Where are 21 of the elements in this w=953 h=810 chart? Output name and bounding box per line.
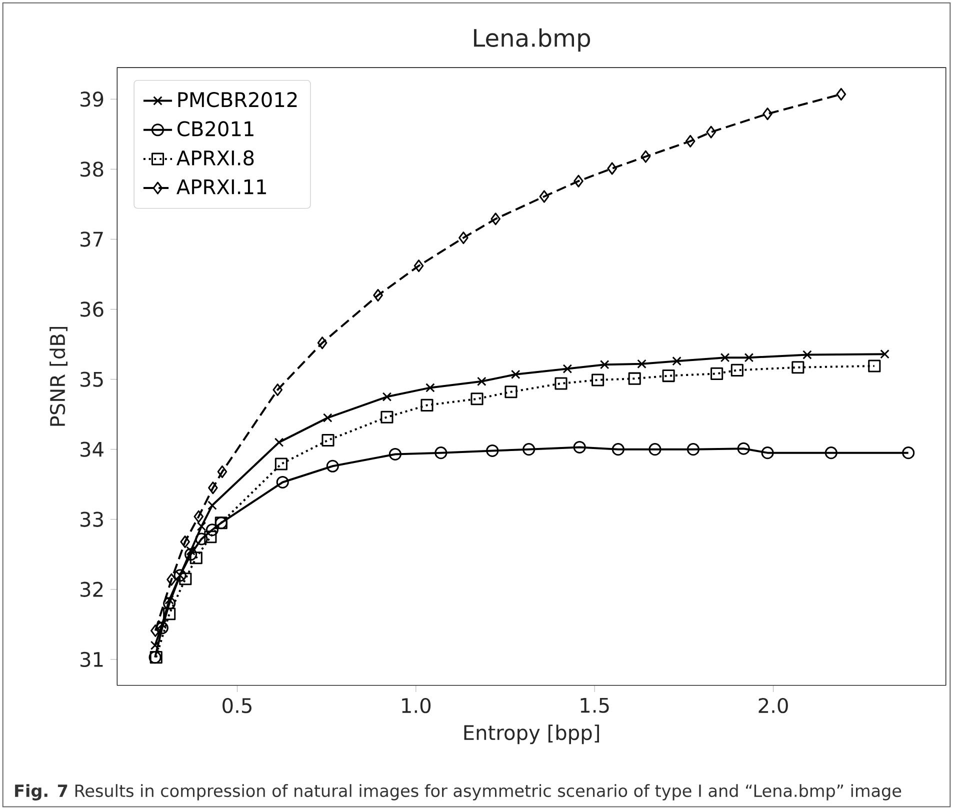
y-tick-label: 38	[80, 162, 104, 177]
chart-title: Lena.bmp	[474, 28, 590, 52]
y-tick-label: 35	[80, 372, 103, 388]
legend-label: CB2011	[178, 121, 254, 137]
y-tick-label: 32	[80, 582, 103, 598]
y-tick-label: 31	[80, 652, 103, 668]
y-tick-label: 34	[80, 442, 104, 458]
x-tick-label: 1.5	[580, 698, 609, 714]
y-axis-title: PSNR [dB]	[50, 327, 68, 426]
y-tick-label: 37	[80, 232, 103, 247]
y-tick-label: 39	[80, 92, 104, 107]
y-tick-label: 33	[80, 512, 103, 528]
x-tick-label: 1.0	[402, 698, 431, 714]
legend-label: APRXI.8	[176, 150, 254, 166]
x-axis-title: Entropy [bpp]	[464, 724, 599, 744]
x-tick-label: 2.0	[758, 698, 788, 714]
x-tick-label: 0.5	[222, 698, 252, 714]
text: Fig. 7 Results in compression of natural images for asymmetric scenario of type I and “Lena.bmp” image	[15, 784, 902, 801]
legend-label: PMCBR2012	[178, 92, 297, 108]
legend-label: APRXI.11	[176, 180, 266, 194]
y-tick-label: 36	[80, 302, 104, 318]
